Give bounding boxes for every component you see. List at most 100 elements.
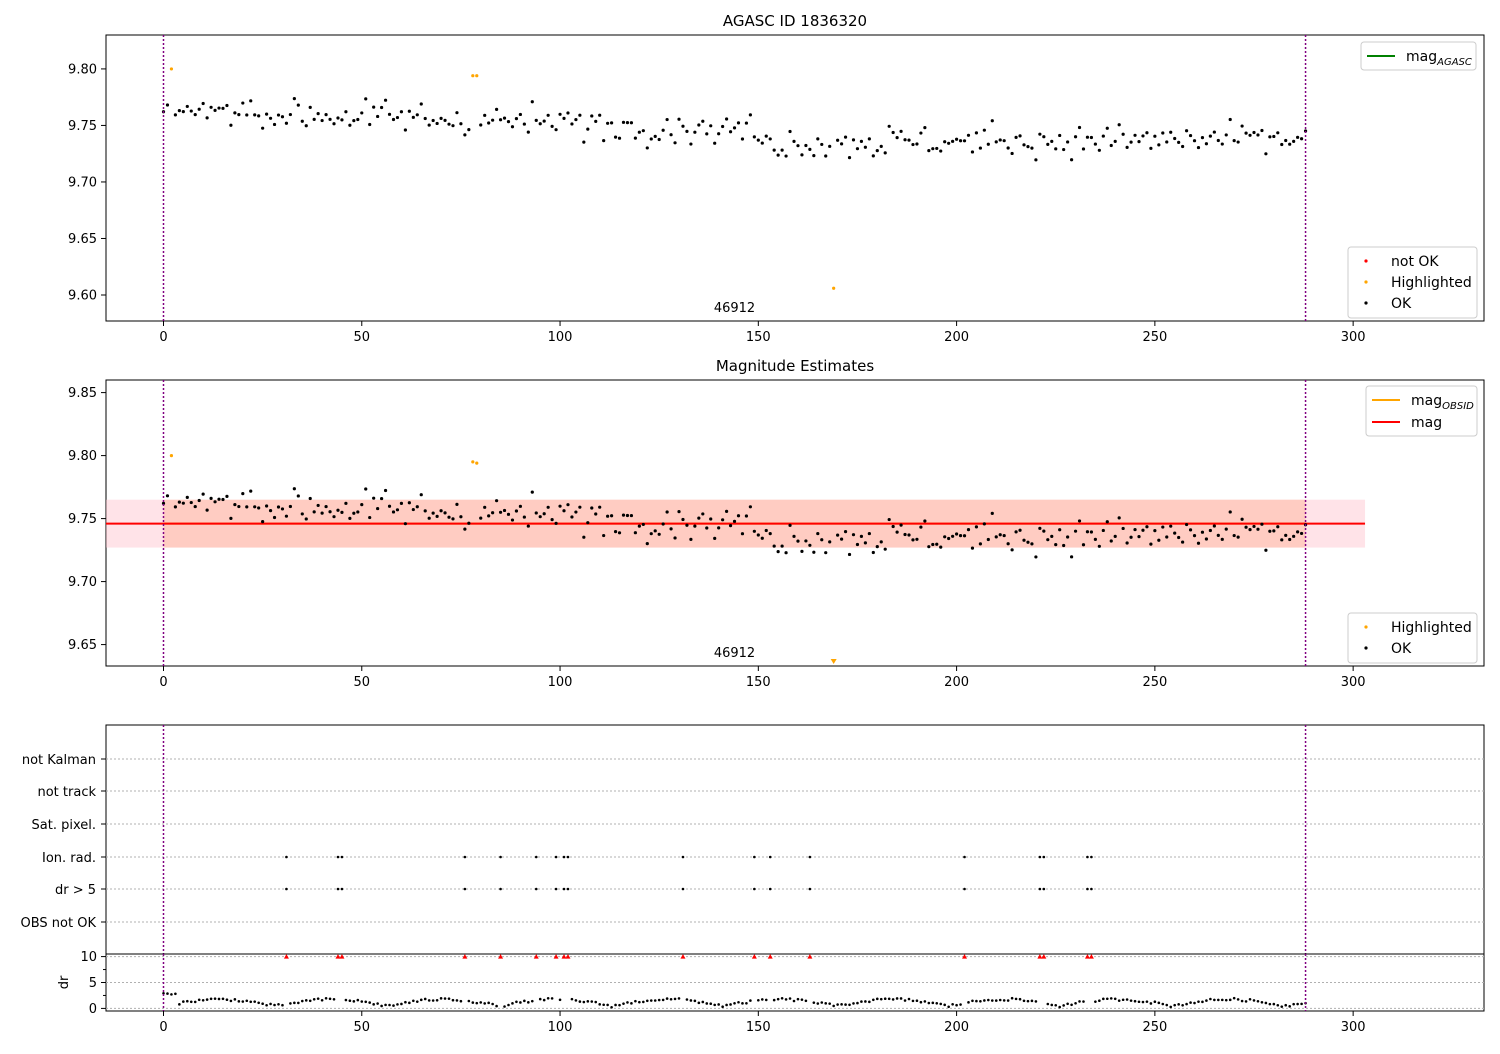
- estimates-point-ok: [1117, 516, 1121, 520]
- agasc-point-ok: [249, 99, 253, 103]
- agasc-point-ok: [836, 138, 840, 142]
- dr-point: [408, 1001, 411, 1005]
- agasc-point-ok: [415, 113, 419, 117]
- agasc-point-ok: [1177, 140, 1181, 144]
- dr-point: [701, 1000, 705, 1004]
- dr-point: [943, 1003, 946, 1007]
- agasc-xtick-label: 200: [944, 330, 969, 345]
- estimates-xtick-label: 100: [548, 675, 573, 690]
- dr-point: [709, 1002, 713, 1006]
- agasc-xtick-label: 0: [159, 330, 167, 345]
- dr-point: [574, 999, 578, 1002]
- estimates-point-ok: [1196, 541, 1201, 545]
- agasc-point-ok: [1184, 129, 1189, 133]
- dr-point: [602, 1003, 605, 1007]
- estimates-point-ok: [280, 507, 285, 511]
- flags-point: [534, 887, 538, 891]
- agasc-point-ok: [1113, 139, 1117, 143]
- dr-point: [217, 997, 221, 1001]
- estimates-point-ok: [213, 500, 217, 504]
- estimates-point-ok: [376, 506, 380, 511]
- dr-point: [423, 997, 427, 1001]
- dr-point: [872, 998, 875, 1002]
- dr-point: [293, 1001, 296, 1005]
- estimates-point-ok: [498, 510, 503, 514]
- estimates-point-ok: [233, 502, 237, 507]
- estimates-point-ok: [1299, 531, 1304, 536]
- agasc-point-ok: [800, 153, 804, 157]
- estimates-axes: Magnitude Estimates 46912 0 50 100 150 200 250 3…: [68, 357, 1485, 690]
- agasc-point-ok: [602, 139, 606, 143]
- dr-point: [626, 1001, 629, 1004]
- agasc-point-ok: [871, 154, 875, 158]
- agasc-point-ok: [225, 103, 229, 108]
- dr-point: [273, 1003, 276, 1007]
- agasc-point-ok: [1303, 129, 1308, 133]
- agasc-point-ok: [772, 148, 776, 152]
- estimates-point-ok: [732, 519, 737, 523]
- estimates-point-ok: [637, 524, 641, 528]
- estimates-point-ok: [312, 510, 316, 514]
- dr-point: [816, 1002, 820, 1005]
- agasc-point-ok: [177, 109, 181, 113]
- dr-point: [804, 999, 808, 1003]
- estimates-point-ok: [1081, 543, 1086, 547]
- agasc-point-ok: [974, 131, 979, 135]
- dr-point: [1157, 1001, 1161, 1005]
- agasc-point-ok: [962, 139, 967, 143]
- agasc-axes: AGASC ID 1836320 46912 0 50 100 150 200 250 300 9…: [68, 12, 1485, 345]
- agasc-point-ok: [233, 111, 237, 115]
- agasc-point-ok: [689, 142, 693, 146]
- dr-point: [800, 998, 804, 1001]
- dr-point: [360, 1000, 364, 1003]
- estimates-point-ok: [403, 522, 407, 526]
- dr-point: [622, 1002, 625, 1005]
- dr-point: [538, 997, 542, 1001]
- dr-xtick-label: 100: [548, 1020, 573, 1035]
- estimates-point-ok: [288, 504, 292, 509]
- flags-point: [562, 855, 566, 859]
- estimates-point-ok: [1232, 533, 1236, 538]
- dr-point: [1300, 1002, 1303, 1006]
- dr-point: [717, 1003, 720, 1006]
- dr-point: [344, 998, 348, 1002]
- dr-point: [955, 1003, 958, 1007]
- agasc-point-ok: [1002, 139, 1006, 143]
- agasc-point-ok: [1292, 139, 1296, 143]
- dr-point: [1062, 1004, 1065, 1007]
- dr-point: [356, 998, 360, 1002]
- estimates-point-ok: [419, 493, 423, 497]
- agasc-point-ok: [304, 124, 308, 128]
- agasc-point-ok: [419, 102, 423, 106]
- dr-point: [388, 1003, 391, 1007]
- agasc-ytick-label: 9.80: [68, 62, 97, 77]
- dr-point: [649, 999, 653, 1002]
- agasc-point-ok: [851, 138, 856, 142]
- estimates-point-ok: [348, 516, 352, 520]
- estimates-point-ok: [443, 511, 447, 515]
- dr-point: [519, 1001, 522, 1004]
- dr-ytick-label: 5: [89, 976, 97, 991]
- estimates-point-ok: [947, 536, 951, 541]
- estimates-point-ok: [594, 512, 598, 516]
- agasc-point-ok: [903, 138, 907, 142]
- agasc-point-ok: [740, 137, 745, 141]
- agasc-point-ok: [887, 124, 891, 128]
- agasc-point-ok: [360, 111, 364, 115]
- estimates-point-ok: [609, 514, 614, 518]
- agasc-point-ok: [463, 133, 467, 137]
- estimates-point-ok: [1161, 525, 1165, 529]
- estimates-point-ok: [1200, 530, 1205, 534]
- agasc-point-ok: [253, 113, 257, 117]
- agasc-point-ok: [594, 119, 598, 123]
- agasc-point-ok: [923, 126, 927, 130]
- dr-point: [1280, 1005, 1284, 1008]
- flags-point: [681, 887, 685, 891]
- estimates-point-ok: [697, 516, 701, 520]
- agasc-point-ok: [1145, 131, 1149, 135]
- agasc-point-ok: [1141, 134, 1145, 138]
- estimates-point-ok: [578, 505, 582, 509]
- agasc-point-ok: [621, 120, 626, 124]
- agasc-point-ok: [447, 122, 451, 126]
